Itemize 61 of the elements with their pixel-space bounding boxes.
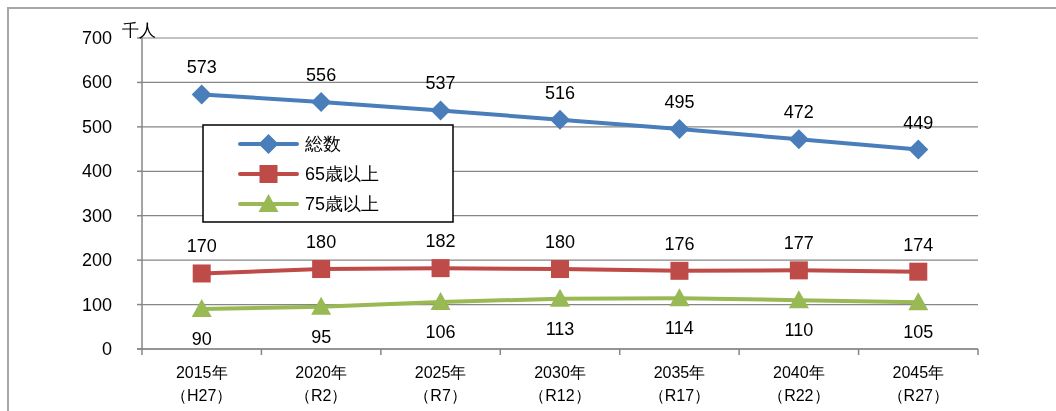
point bbox=[550, 288, 570, 307]
point bbox=[550, 109, 570, 130]
y-tick-label: 400 bbox=[81, 161, 112, 182]
data-label: 573 bbox=[186, 57, 217, 78]
point bbox=[312, 260, 331, 279]
point bbox=[788, 129, 809, 150]
point bbox=[311, 296, 332, 315]
data-label: 176 bbox=[664, 233, 695, 254]
x-tick-label: 2025年（R7） bbox=[413, 363, 468, 406]
point bbox=[430, 291, 451, 310]
data-label: 449 bbox=[903, 112, 934, 133]
y-tick-label: 500 bbox=[81, 116, 112, 137]
y-tick-label: 0 bbox=[101, 339, 112, 359]
y-tick-label: 600 bbox=[81, 72, 112, 93]
data-label: 110 bbox=[784, 320, 814, 341]
point bbox=[191, 299, 212, 318]
data-label: 90 bbox=[191, 329, 212, 350]
legend-label: 65歳以上 bbox=[305, 164, 380, 184]
point bbox=[908, 292, 929, 311]
data-label: 537 bbox=[425, 73, 456, 94]
y-axis-title: 千人 bbox=[122, 21, 156, 40]
data-label: 472 bbox=[783, 102, 814, 123]
data-label: 114 bbox=[665, 318, 694, 339]
y-tick-label: 200 bbox=[81, 250, 112, 271]
data-label: 495 bbox=[664, 92, 695, 113]
data-label: 516 bbox=[544, 82, 576, 103]
y-tick-label: 300 bbox=[81, 205, 112, 226]
point bbox=[670, 261, 689, 280]
point bbox=[551, 260, 569, 279]
point bbox=[192, 264, 211, 283]
data-label: 180 bbox=[544, 232, 576, 253]
point bbox=[311, 91, 332, 112]
x-tick-label: 2030年（R12） bbox=[528, 363, 592, 406]
y-tick-label: 700 bbox=[81, 28, 112, 48]
x-tick-label: 2045年（R27） bbox=[886, 363, 950, 406]
point bbox=[789, 261, 808, 280]
point bbox=[788, 290, 809, 309]
x-tick-label: 2015年（H27） bbox=[170, 363, 234, 406]
point bbox=[669, 119, 690, 140]
legend-label: 75歳以上 bbox=[305, 194, 380, 214]
data-label: 106 bbox=[425, 321, 456, 342]
data-label: 95 bbox=[311, 326, 332, 347]
legend-label: 総数 bbox=[304, 134, 341, 154]
x-tick-label: 2020年（R2） bbox=[293, 363, 349, 406]
data-label: 105 bbox=[903, 322, 934, 343]
data-label: 180 bbox=[306, 232, 337, 253]
point bbox=[431, 259, 450, 278]
data-label: 556 bbox=[306, 64, 337, 85]
data-label: 113 bbox=[545, 318, 575, 339]
data-label: 174 bbox=[903, 234, 934, 255]
x-tick-label: 2035年（R17） bbox=[647, 363, 712, 406]
y-tick-label: 100 bbox=[81, 294, 112, 315]
point bbox=[908, 139, 929, 160]
data-label: 182 bbox=[425, 231, 456, 252]
point bbox=[909, 262, 928, 281]
point bbox=[430, 100, 451, 121]
point bbox=[191, 84, 212, 105]
data-label: 170 bbox=[186, 236, 217, 257]
data-label: 177 bbox=[783, 233, 814, 254]
point bbox=[669, 288, 690, 307]
x-tick-label: 2040年（R22） bbox=[767, 363, 831, 406]
